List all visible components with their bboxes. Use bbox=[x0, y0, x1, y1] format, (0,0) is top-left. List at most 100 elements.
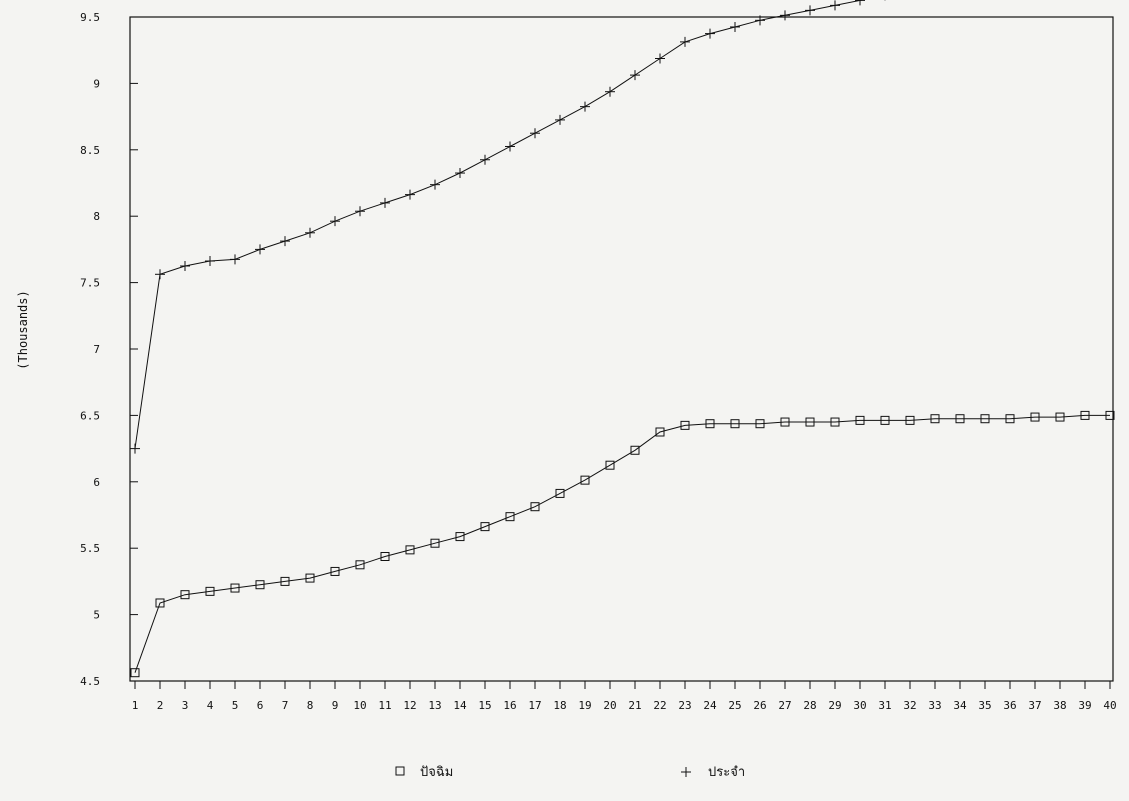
data-point-square bbox=[730, 419, 740, 429]
x-tick-label: 5 bbox=[232, 699, 239, 712]
data-point-square bbox=[1005, 414, 1015, 424]
data-point-plus bbox=[530, 128, 540, 139]
y-tick-label: 7 bbox=[93, 343, 100, 356]
data-point-square bbox=[855, 415, 865, 425]
x-tick-label: 40 bbox=[1103, 699, 1116, 712]
data-point-plus bbox=[155, 269, 165, 280]
x-tick-label: 28 bbox=[803, 699, 816, 712]
plot-area bbox=[129, 16, 1114, 682]
x-tick-label: 34 bbox=[953, 699, 967, 712]
series-2 bbox=[130, 0, 886, 454]
y-tick-label: 7.5 bbox=[80, 277, 100, 290]
x-tick-label: 19 bbox=[578, 699, 591, 712]
legend-square-marker bbox=[395, 766, 405, 776]
x-tick-label: 7 bbox=[282, 699, 289, 712]
data-point-square bbox=[1055, 412, 1065, 422]
x-tick-label: 4 bbox=[207, 699, 214, 712]
data-point-plus bbox=[180, 261, 190, 271]
data-point-square bbox=[955, 414, 965, 424]
x-tick-label: 13 bbox=[428, 699, 441, 712]
data-point-square bbox=[180, 590, 190, 600]
data-point-square bbox=[980, 414, 990, 424]
x-tick-label: 15 bbox=[478, 699, 491, 712]
series-line bbox=[134, 414, 1110, 673]
data-point-plus bbox=[730, 21, 740, 32]
x-tick-label: 27 bbox=[778, 699, 791, 712]
y-tick-label: 9.5 bbox=[80, 11, 100, 24]
x-tick-label: 32 bbox=[903, 699, 916, 712]
data-point-square bbox=[330, 566, 340, 576]
x-tick-label: 10 bbox=[353, 699, 366, 712]
x-tick-label: 33 bbox=[928, 699, 941, 712]
data-point-square bbox=[455, 532, 465, 542]
data-point-plus bbox=[605, 86, 615, 97]
data-point-plus bbox=[430, 179, 440, 190]
x-tick-label: 35 bbox=[978, 699, 991, 712]
y-tick-label: 5.5 bbox=[80, 542, 100, 555]
x-tick-label: 2 bbox=[157, 699, 164, 712]
data-point-square bbox=[630, 445, 640, 455]
data-point-square bbox=[905, 415, 915, 425]
plot-border bbox=[129, 16, 1114, 682]
data-point-plus bbox=[130, 443, 140, 454]
data-point-plus bbox=[555, 114, 565, 125]
legend-label-series-1: ปัจฉิม bbox=[420, 765, 453, 780]
x-axis: 1 2 3 4 5 6 7 8 9 10 11 12 13 14 15 16 17 18 19 20 21 22 23 24 2… bbox=[132, 681, 1117, 712]
data-point-plus bbox=[805, 5, 815, 16]
y-tick-label: 8.5 bbox=[80, 144, 100, 157]
data-point-square bbox=[930, 414, 940, 424]
data-point-square bbox=[1030, 412, 1040, 422]
data-point-square bbox=[355, 560, 365, 570]
x-tick-label: 31 bbox=[878, 699, 891, 712]
data-point-plus bbox=[580, 101, 590, 112]
data-point-plus bbox=[680, 36, 690, 47]
x-tick-label: 17 bbox=[528, 699, 541, 712]
x-tick-label: 12 bbox=[403, 699, 416, 712]
data-point-square bbox=[430, 538, 440, 548]
data-point-square bbox=[480, 522, 490, 532]
data-point-square bbox=[805, 417, 815, 427]
x-tick-label: 24 bbox=[703, 699, 717, 712]
data-point-plus bbox=[330, 216, 340, 227]
data-point-square bbox=[1105, 410, 1115, 420]
x-tick-label: 1 bbox=[132, 699, 139, 712]
data-point-plus bbox=[230, 254, 240, 265]
data-point-plus bbox=[780, 10, 790, 21]
data-point-square bbox=[205, 586, 215, 596]
x-tick-label: 6 bbox=[257, 699, 264, 712]
x-tick-label: 22 bbox=[653, 699, 666, 712]
data-point-square bbox=[880, 415, 890, 425]
data-point-plus bbox=[205, 256, 215, 267]
data-point-square bbox=[680, 420, 690, 430]
x-tick-label: 14 bbox=[453, 699, 467, 712]
data-point-plus bbox=[705, 28, 715, 39]
data-point-plus bbox=[855, 0, 865, 6]
x-tick-label: 30 bbox=[853, 699, 866, 712]
x-tick-label: 39 bbox=[1078, 699, 1091, 712]
data-point-plus bbox=[255, 244, 265, 255]
data-point-square bbox=[405, 545, 415, 555]
x-tick-label: 37 bbox=[1028, 699, 1041, 712]
data-point-square bbox=[155, 598, 165, 608]
data-point-plus bbox=[755, 15, 765, 26]
legend-plus-marker bbox=[681, 767, 691, 777]
data-point-square bbox=[780, 417, 790, 427]
x-tick-label: 21 bbox=[628, 699, 641, 712]
x-tick-label: 16 bbox=[503, 699, 516, 712]
data-point-square bbox=[255, 580, 265, 590]
data-point-square bbox=[505, 512, 515, 522]
data-point-square bbox=[130, 668, 140, 678]
data-point-square bbox=[555, 488, 565, 498]
y-tick-label: 8 bbox=[93, 210, 100, 223]
data-point-plus bbox=[830, 0, 840, 11]
legend: ปัจฉิม ประจำ bbox=[395, 765, 745, 780]
data-point-square bbox=[230, 583, 240, 593]
x-tick-label: 23 bbox=[678, 699, 691, 712]
data-point-square bbox=[605, 460, 615, 470]
data-point-plus bbox=[405, 189, 415, 200]
y-axis: 4.5 5 5.5 6 6.5 7 7.5 8 8.5 9 9.5 bbox=[80, 11, 138, 688]
data-point-square bbox=[705, 419, 715, 429]
y-tick-label: 5 bbox=[93, 609, 100, 622]
x-tick-label: 18 bbox=[553, 699, 566, 712]
